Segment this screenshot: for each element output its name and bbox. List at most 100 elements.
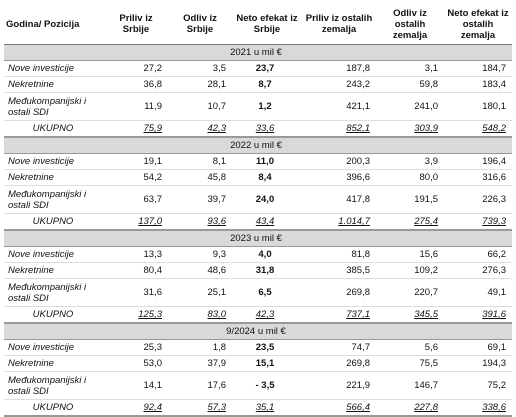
cell: 200,3 <box>302 153 376 170</box>
cell: 45,8 <box>168 169 232 186</box>
cell: 1,2 <box>232 92 302 121</box>
cell: 42,3 <box>168 120 232 138</box>
cell: 15,6 <box>376 246 444 263</box>
row-label: Međukompanijski i ostali SDI <box>4 278 104 307</box>
cell: 48,6 <box>168 262 232 279</box>
cell: 196,4 <box>444 153 512 170</box>
cell: 59,8 <box>376 76 444 93</box>
cell: 36,8 <box>104 76 168 93</box>
cell: 3,9 <box>376 153 444 170</box>
cell: 24,0 <box>232 185 302 214</box>
table-row: Nove investicije 25,3 1,8 23,5 74,7 5,6 69,1 <box>4 339 512 356</box>
cell: 75,9 <box>104 120 168 138</box>
row-label: Nekretnine <box>4 262 104 279</box>
cell: 15,1 <box>232 355 302 372</box>
table-row: Nekretnine 53,0 37,9 15,1 269,8 75,5 194,3 <box>4 355 512 372</box>
row-label: Nekretnine <box>4 355 104 372</box>
cell: 69,1 <box>444 339 512 356</box>
cell: 11,0 <box>232 153 302 170</box>
cell: 191,5 <box>376 185 444 214</box>
row-label: Međukompanijski i ostali SDI <box>4 185 104 214</box>
column-header: Odliv iz Srbije <box>168 4 232 45</box>
cell: 80,0 <box>376 169 444 186</box>
cell: 221,9 <box>302 371 376 400</box>
table-row: Nove investicije 19,1 8,1 11,0 200,3 3,9 196,4 <box>4 153 512 170</box>
row-label: Međukompanijski i ostali SDI <box>4 371 104 400</box>
cell: 8,4 <box>232 169 302 186</box>
column-header: Neto efekat iz Srbije <box>232 4 302 45</box>
row-label: Nove investicije <box>4 246 104 263</box>
section-row: 9/2024 u mil € <box>4 322 512 340</box>
cell: - 3,5 <box>232 371 302 400</box>
table-row: Međukompanijski i ostali SDI 63,7 39,7 24,0… <box>4 185 512 214</box>
cell: 54,2 <box>104 169 168 186</box>
cell: 19,1 <box>104 153 168 170</box>
column-header: Priliv iz ostalih zemalja <box>302 4 376 45</box>
cell: 396,6 <box>302 169 376 186</box>
cell: 269,8 <box>302 355 376 372</box>
cell: 66,2 <box>444 246 512 263</box>
table-row: Nekretnine 80,4 48,6 31,8 385,5 109,2 276,3 <box>4 262 512 279</box>
cell: 125,3 <box>104 306 168 324</box>
table-body: 2021 u mil € Nove investicije 27,2 3,5 23,7 1… <box>4 44 512 417</box>
row-label: Nove investicije <box>4 153 104 170</box>
row-label: UKUPNO <box>4 306 104 324</box>
cell: 316,6 <box>444 169 512 186</box>
cell: 81,8 <box>302 246 376 263</box>
row-label: Nove investicije <box>4 339 104 356</box>
row-label: UKUPNO <box>4 120 104 138</box>
cell: 345,5 <box>376 306 444 324</box>
cell: 28,1 <box>168 76 232 93</box>
cell: 33,6 <box>232 120 302 138</box>
cell: 17,6 <box>168 371 232 400</box>
column-header: Godina/ Pozicija <box>4 4 104 45</box>
cell: 183,4 <box>444 76 512 93</box>
cell: 4,0 <box>232 246 302 263</box>
table-row: UKUPNO 75,9 42,3 33,6 852,1 303,9 548,2 <box>4 120 512 138</box>
header-row: Godina/ Pozicija Priliv iz Srbije Odliv iz… <box>4 4 512 45</box>
cell: 6,5 <box>232 278 302 307</box>
cell: 852,1 <box>302 120 376 138</box>
data-table: Godina/ Pozicija Priliv iz Srbije Odliv iz… <box>4 4 512 417</box>
cell: 74,7 <box>302 339 376 356</box>
table-row: Nekretnine 36,8 28,1 8,7 243,2 59,8 183,4 <box>4 76 512 93</box>
cell: 37,9 <box>168 355 232 372</box>
cell: 93,6 <box>168 213 232 231</box>
row-label: Nekretnine <box>4 76 104 93</box>
cell: 11,9 <box>104 92 168 121</box>
cell: 220,7 <box>376 278 444 307</box>
cell: 13,3 <box>104 246 168 263</box>
table-row: Međukompanijski i ostali SDI 11,9 10,7 1,2 4… <box>4 92 512 121</box>
column-header: Neto efekat iz ostalih zemalja <box>444 4 512 45</box>
row-label: UKUPNO <box>4 213 104 231</box>
cell: 1.014,7 <box>302 213 376 231</box>
cell: 42,3 <box>232 306 302 324</box>
cell: 63,7 <box>104 185 168 214</box>
cell: 269,8 <box>302 278 376 307</box>
cell: 276,3 <box>444 262 512 279</box>
section-title: 2023 u mil € <box>4 229 512 247</box>
cell: 109,2 <box>376 262 444 279</box>
cell: 194,3 <box>444 355 512 372</box>
table-row: UKUPNO 125,3 83,0 42,3 737,1 345,5 391,6 <box>4 306 512 324</box>
cell: 548,2 <box>444 120 512 138</box>
cell: 275,4 <box>376 213 444 231</box>
cell: 737,1 <box>302 306 376 324</box>
cell: 83,0 <box>168 306 232 324</box>
cell: 243,2 <box>302 76 376 93</box>
cell: 27,2 <box>104 60 168 77</box>
cell: 184,7 <box>444 60 512 77</box>
section-title: 2022 u mil € <box>4 136 512 154</box>
table-row: Međukompanijski i ostali SDI 31,6 25,1 6,5 2… <box>4 278 512 307</box>
cell: 5,6 <box>376 339 444 356</box>
table-row: Nekretnine 54,2 45,8 8,4 396,6 80,0 316,6 <box>4 169 512 186</box>
cell: 417,8 <box>302 185 376 214</box>
cell: 137,0 <box>104 213 168 231</box>
section-title: 2021 u mil € <box>4 44 512 61</box>
cell: 10,7 <box>168 92 232 121</box>
column-header: Odliv iz ostalih zemalja <box>376 4 444 45</box>
cell: 49,1 <box>444 278 512 307</box>
section-row: 2023 u mil € <box>4 229 512 247</box>
cell: 14,1 <box>104 371 168 400</box>
cell: 8,7 <box>232 76 302 93</box>
